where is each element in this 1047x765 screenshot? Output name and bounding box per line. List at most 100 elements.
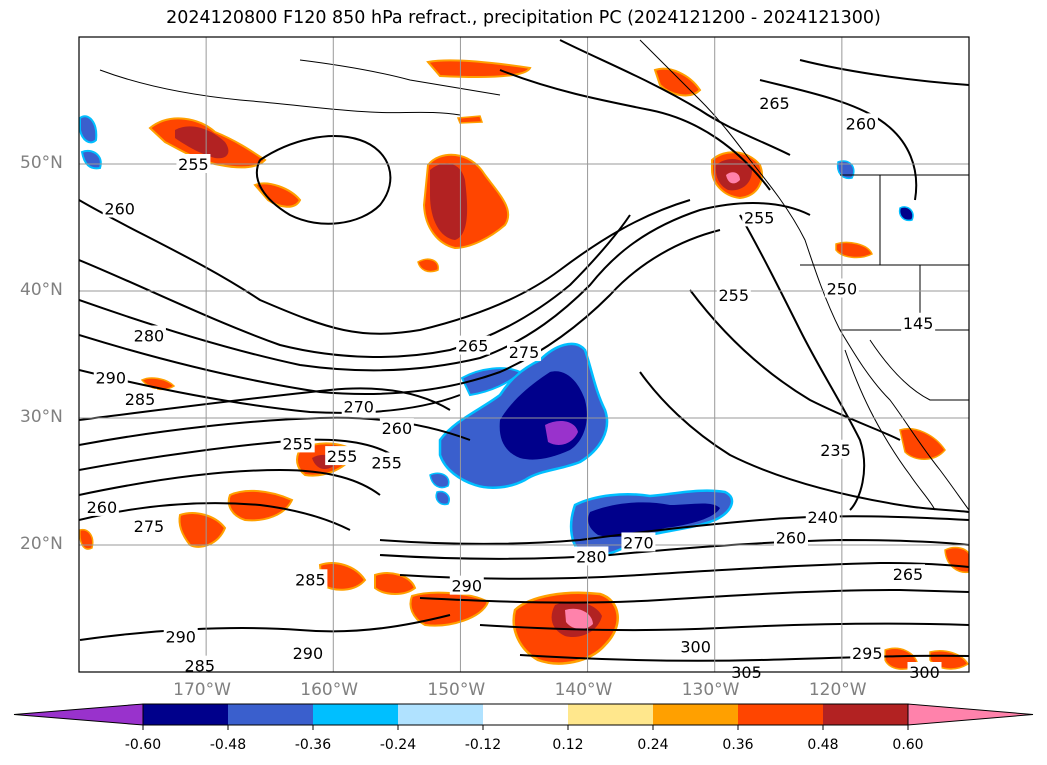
coastline	[299, 59, 501, 96]
precip-patch	[417, 258, 439, 273]
colorbar	[13, 703, 1034, 730]
contour-label: 265	[458, 337, 489, 356]
precip-patch	[430, 163, 468, 240]
contour-label-bg	[131, 515, 166, 535]
refractivity-contours	[79, 39, 969, 662]
lon-tick-label: 160°W	[300, 680, 359, 700]
contour-line	[79, 229, 721, 395]
contour-label-bg	[621, 532, 656, 552]
lat-tick-label: 30°N	[20, 407, 63, 427]
precip-patch	[588, 502, 720, 538]
contour-label: 295	[852, 644, 883, 663]
precip-patch	[175, 126, 229, 159]
precip-patch	[374, 572, 417, 595]
precip-patch	[460, 367, 522, 397]
contour-line	[255, 135, 392, 225]
contour-label-bg	[449, 575, 484, 595]
contour-label-bg	[131, 325, 166, 345]
lon-tick-label: 120°W	[808, 680, 867, 700]
contour-label-bg	[824, 278, 859, 298]
colorbar-swatch	[398, 704, 483, 725]
lat-tick-label: 20°N	[20, 534, 63, 554]
colorbar-swatch	[738, 704, 823, 725]
lon-tick-label: 130°W	[681, 680, 740, 700]
contour-label-bg	[850, 642, 885, 662]
contour-label-bg	[774, 527, 808, 547]
contour-labels: 265 260 255 260 255 255 250 145 280 265 275 290 285 2…	[84, 93, 942, 682]
colorbar-tick-label: -0.12	[464, 737, 502, 753]
colorbar-tick-label: 0.12	[552, 737, 584, 753]
precip-patch	[79, 115, 98, 144]
contour-label: 290	[452, 577, 483, 596]
contour-label: 290	[96, 368, 127, 387]
contour-line	[379, 515, 969, 545]
precip-patch	[435, 490, 450, 506]
contour-line	[79, 468, 381, 496]
contour-label: 250	[827, 279, 858, 298]
contour-line	[79, 369, 461, 414]
contour-label: 255	[178, 155, 209, 174]
contour-label-bg	[93, 367, 128, 387]
precip-patch	[565, 608, 593, 630]
colorbar-swatch	[228, 704, 313, 725]
precip-patch	[318, 562, 367, 591]
contour-label-bg	[325, 446, 360, 466]
contour-label-bg	[507, 341, 541, 361]
colorbar-swatch	[143, 704, 228, 725]
colorbar-swatch	[823, 704, 908, 725]
contour-label: 235	[820, 441, 851, 460]
colorbar-tick-label: -0.24	[379, 737, 417, 753]
coastline	[639, 39, 969, 511]
lon-tick-label: 150°W	[427, 680, 486, 700]
contour-label: 265	[893, 565, 924, 584]
precipitation-patches	[79, 59, 969, 670]
contour-label: 260	[846, 114, 877, 133]
contour-line	[739, 214, 866, 511]
colorbar-tick-label: -0.48	[209, 737, 247, 753]
contour-label-bg	[678, 636, 713, 656]
contour-line	[759, 79, 918, 201]
contour-label: 290	[165, 627, 196, 646]
colorbar-swatch	[653, 704, 738, 725]
contour-line	[79, 387, 451, 421]
contour-label: 260	[382, 419, 413, 438]
precip-patch	[456, 115, 484, 124]
precip-patch	[79, 528, 94, 550]
contour-label-bg	[369, 452, 404, 472]
contour-label: 260	[87, 498, 118, 517]
lon-tick-label: 140°W	[554, 680, 613, 700]
contour-line	[379, 538, 969, 560]
contour-label: 290	[293, 644, 324, 663]
contour-label-bg	[290, 642, 325, 662]
coastline	[844, 349, 936, 511]
contour-label-bg	[293, 569, 328, 589]
contour-label-bg	[757, 93, 792, 113]
contour-line	[519, 654, 969, 662]
contour-label: 270	[343, 398, 374, 417]
graticule	[79, 37, 969, 672]
contour-label: 255	[371, 453, 402, 472]
colorbar-tick-label: 0.36	[722, 737, 754, 753]
contour-label-bg	[843, 113, 878, 133]
contour-label-bg	[163, 626, 198, 646]
contour-line	[79, 614, 451, 641]
contour-label: 270	[623, 533, 654, 552]
precip-patch	[899, 428, 946, 460]
contour-label: 260	[776, 528, 807, 547]
colorbar-tick-label: 0.60	[892, 737, 924, 753]
colorbar-swatch	[483, 704, 568, 725]
contour-label: 280	[134, 326, 165, 345]
colorbar-extend-low	[13, 703, 144, 726]
precip-patch	[726, 172, 740, 184]
contour-label: 280	[576, 547, 607, 566]
contour-label-bg	[176, 154, 211, 173]
contour-line	[419, 588, 969, 604]
contour-label-bg	[341, 396, 376, 416]
colorbar-tick-label: -0.36	[294, 737, 332, 753]
contour-label: 265	[759, 94, 790, 113]
coastline	[99, 69, 461, 116]
map-frame	[78, 36, 970, 673]
colorbar-outline	[142, 703, 909, 726]
contour-label: 255	[719, 286, 750, 305]
